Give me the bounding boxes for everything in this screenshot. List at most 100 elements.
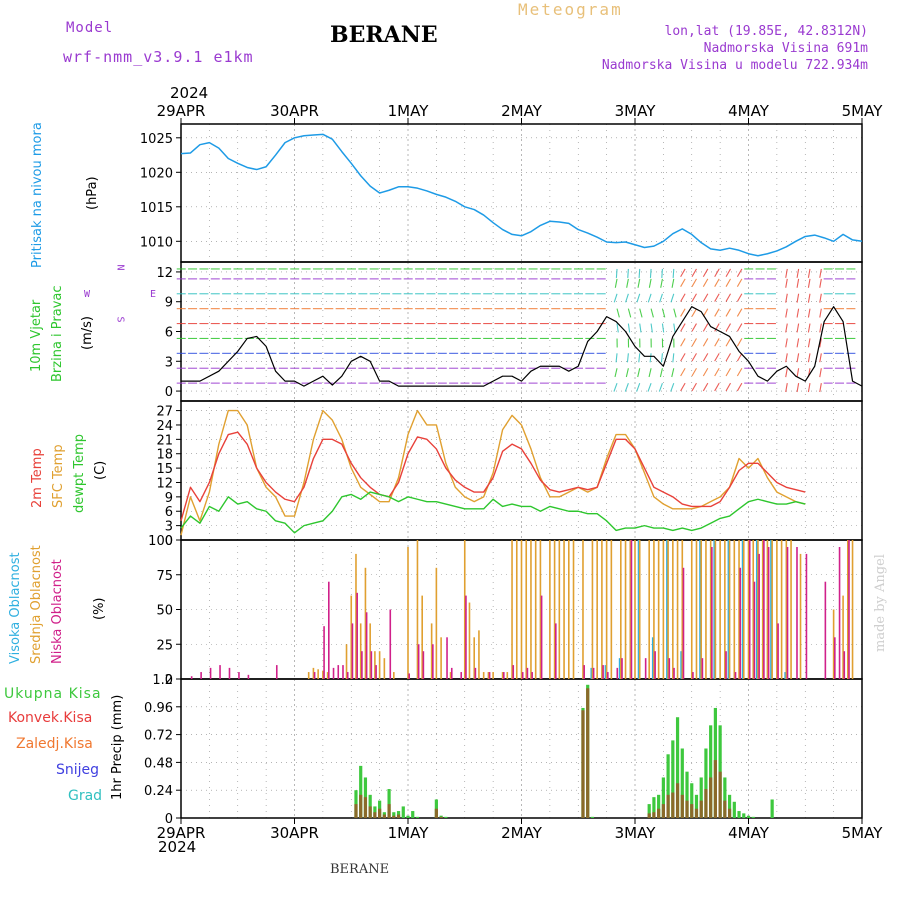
wind-barb [736,382,743,392]
y-tick-label: 1010 [140,235,173,250]
temp2m-line [180,431,806,522]
precip-bar [359,794,363,818]
dewpt-line [180,491,806,534]
precip-bar [723,800,727,818]
time-label-top: 29APR [157,102,206,120]
wind-barb [796,278,800,288]
precip-bar [694,794,699,818]
wind-barb [819,278,822,288]
precip-bar [732,801,736,818]
wind-barb [661,308,666,318]
wind-barb [624,382,629,392]
time-label-top: 1MAY [388,102,430,120]
wind-barb [796,353,800,363]
wind-barb [725,382,732,392]
wind-barb [807,293,811,303]
legend-total-rain: Ukupna Kisa [4,686,102,702]
precip-bar [392,815,396,818]
wind-barb [807,338,811,348]
wind-barb [807,278,811,288]
model-name: wrf-nmm_v3.9.1 e1km [63,48,254,66]
precip-bar [671,792,675,818]
wind-barb [639,323,642,333]
precip-bar [392,812,396,818]
time-label-bottom: 4MAY [728,824,770,842]
model-label: Model [66,20,114,36]
wind-barb [714,382,720,392]
wind-barb [819,368,822,378]
y-tick-label: 0 [165,385,173,400]
coords-label: lon,lat (19.85E, 42.8312N) [664,24,869,39]
wind-speed-line [181,306,863,387]
wind-barb [691,278,697,287]
wind-barb [725,338,732,347]
precip-bar [694,808,699,818]
y-tick-label: 0 [165,673,173,688]
wind-barb [680,278,686,287]
wind-barb [615,268,618,278]
wind-barb [714,338,720,347]
wind-barb [785,308,788,318]
wind-barb [807,383,811,393]
wind-barb [659,293,663,303]
wind-barb [680,293,686,302]
time-label-bottom: 1MAY [388,824,430,842]
precip-bar [359,765,363,818]
precip-bar [652,797,656,818]
y-tick-label: 0 [165,534,173,549]
time-label-top: 5MAY [842,102,884,120]
precip-bar [671,740,675,818]
precip-bar [699,777,703,818]
precip-bar [387,804,391,818]
wind-barb [725,268,732,278]
wind-barb [714,293,720,302]
precip-bar [680,794,684,818]
wind-barb [725,293,732,302]
y-tick-label: 50 [156,604,173,619]
wind-barb [673,323,676,333]
wind-barb [736,308,743,317]
wind-barb [671,278,675,288]
wind-barb [796,308,800,318]
precip-bar [647,804,651,818]
wind-barb [736,353,743,362]
precip-bar [434,808,438,818]
y-tick-label: 15 [156,462,173,477]
precip-bar [685,771,689,818]
precip-bar [368,794,372,818]
wind-barb [725,278,732,287]
precip-bar [723,777,727,818]
wind-barb [796,268,800,278]
y-tick-label: 1020 [140,166,173,181]
wind-barb [819,293,822,303]
y-tick-label: 27 [156,405,173,420]
time-label-bottom: 5MAY [842,824,884,842]
wind-barb [702,367,709,377]
wind-barb [637,278,641,288]
wind-barb [819,323,822,333]
wind-barb [736,278,743,287]
y-tick-label: 25 [156,638,173,653]
wind-barb [627,268,629,278]
time-label-top: 4MAY [728,102,770,120]
precip-bar [378,808,382,818]
precip-bar [666,754,670,818]
wind-barb [661,323,665,333]
y-tick-label: 3 [165,355,173,370]
wind-barb [785,268,788,278]
wind-barb [670,382,675,392]
wind-barb [702,278,709,287]
y-tick-label: 0 [165,812,173,827]
wind-barb [714,323,720,332]
precip-bar [382,814,386,818]
precip-bar [396,814,401,818]
time-label-top: 30APR [270,102,319,120]
wind-barb [661,268,663,278]
wind-barb [714,308,720,317]
wind-barb [636,382,641,392]
wind-barb [702,382,709,392]
wind-barb [680,367,686,377]
precip-bar [727,808,732,818]
wind-barb [625,293,629,303]
